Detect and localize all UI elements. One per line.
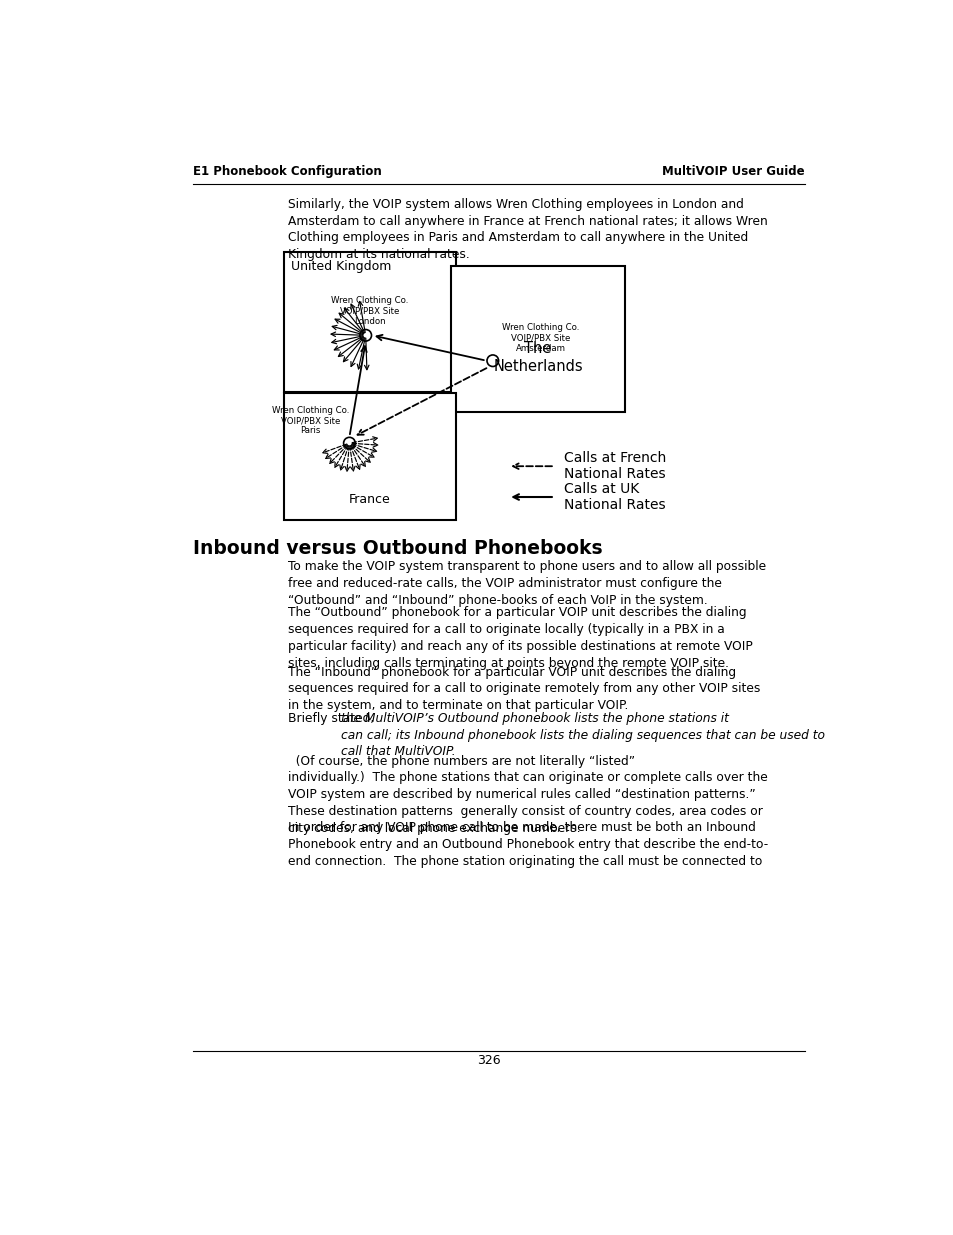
Text: The
Netherlands: The Netherlands — [493, 341, 582, 374]
Text: Briefly stated,: Briefly stated, — [288, 711, 378, 725]
Text: Inbound versus Outbound Phonebooks: Inbound versus Outbound Phonebooks — [193, 538, 602, 557]
Text: the MultiVOIP’s Outbound phonebook lists the phone stations it
can call; its Inb: the MultiVOIP’s Outbound phonebook lists… — [340, 711, 823, 758]
Text: Similarly, the VOIP system allows Wren Clothing employees in London and
Amsterda: Similarly, the VOIP system allows Wren C… — [288, 199, 767, 261]
Bar — [451, 266, 624, 412]
Text: Wren Clothing Co.
VOIP/PBX Site
Paris: Wren Clothing Co. VOIP/PBX Site Paris — [272, 405, 349, 436]
Text: In order for any VOIP phone call to be made, there must be both an Inbound
Phone: In order for any VOIP phone call to be m… — [288, 821, 768, 868]
Text: E1 Phonebook Configuration: E1 Phonebook Configuration — [193, 165, 381, 178]
Text: France: France — [349, 493, 390, 506]
Text: Wren Clothing Co.
VOIP/PBX Site
Amsterdam: Wren Clothing Co. VOIP/PBX Site Amsterda… — [501, 324, 578, 353]
Text: Calls at UK
National Rates: Calls at UK National Rates — [563, 482, 665, 513]
Text: The “Inbound” phonebook for a particular VOIP unit describes the dialing
sequenc: The “Inbound” phonebook for a particular… — [288, 666, 760, 713]
Text: MultiVOIP User Guide: MultiVOIP User Guide — [661, 165, 804, 178]
Text: To make the VOIP system transparent to phone users and to allow all possible
fre: To make the VOIP system transparent to p… — [288, 561, 765, 606]
Text: United Kingdom: United Kingdom — [291, 259, 392, 273]
Text: (Of course, the phone numbers are not literally “listed”
individually.)  The pho: (Of course, the phone numbers are not li… — [288, 755, 767, 835]
Text: The “Outbound” phonebook for a particular VOIP unit describes the dialing
sequen: The “Outbound” phonebook for a particula… — [288, 606, 752, 669]
Bar — [283, 393, 456, 520]
Bar — [283, 252, 456, 393]
Text: Calls at French
National Rates: Calls at French National Rates — [563, 451, 665, 482]
Text: Wren Clothing Co.
VOIP/PBX Site
London: Wren Clothing Co. VOIP/PBX Site London — [331, 296, 408, 326]
Text: 326: 326 — [476, 1053, 500, 1067]
